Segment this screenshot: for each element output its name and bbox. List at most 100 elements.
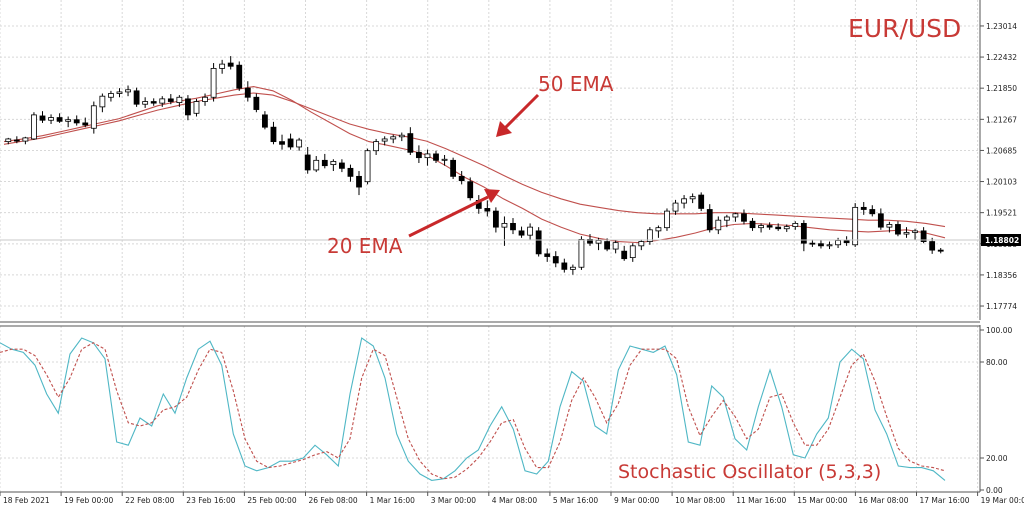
candle — [185, 95, 191, 121]
candle — [253, 93, 260, 113]
candle — [800, 220, 807, 252]
osc-tick-label: 100.00 — [986, 326, 1012, 335]
ema50-line — [3, 92, 946, 228]
time-tick-label: 4 Mar 08:00 — [492, 496, 538, 505]
candle — [48, 114, 54, 124]
candle — [313, 156, 320, 173]
current-price-label: 1.18802 — [985, 236, 1019, 245]
candle — [766, 222, 773, 230]
candle — [629, 243, 636, 262]
candle — [390, 134, 397, 144]
stochastic-k-line — [0, 337, 946, 481]
candle — [339, 159, 345, 173]
time-tick-label: 26 Feb 08:00 — [309, 496, 358, 505]
candle — [236, 61, 243, 91]
time-tick-label: 16 Mar 08:00 — [858, 496, 908, 505]
time-tick-label: 5 Mar 16:00 — [553, 496, 599, 505]
time-tick-label: 18 Feb 2021 — [3, 496, 50, 505]
candle — [484, 200, 491, 217]
ema20-annotation: 20 EMA — [327, 234, 403, 258]
price-tick-label: 1.18356 — [986, 271, 1017, 280]
osc-tick-label: 20.00 — [986, 454, 1008, 463]
candle — [612, 240, 619, 254]
candle — [706, 204, 713, 233]
candle — [758, 223, 764, 233]
candle — [826, 241, 833, 250]
time-tick-label: 19 Mar 00:00 — [981, 496, 1024, 505]
candle — [99, 93, 106, 113]
candle — [818, 240, 824, 249]
candle — [749, 218, 756, 231]
candle — [296, 137, 303, 151]
candle — [381, 136, 388, 146]
current-price-box — [981, 234, 1021, 246]
candle — [31, 112, 37, 141]
candle — [886, 221, 893, 233]
ema20-arrow — [408, 189, 500, 238]
candle — [13, 136, 20, 144]
candle — [5, 137, 12, 145]
candle — [304, 146, 311, 174]
candle — [227, 56, 234, 70]
candle — [210, 63, 217, 102]
time-tick-label: 23 Feb 16:00 — [186, 496, 235, 505]
candle — [176, 95, 183, 107]
candle — [125, 85, 131, 97]
candle — [467, 177, 474, 201]
price-tick-label: 1.22432 — [986, 53, 1017, 62]
candle — [347, 164, 354, 182]
price-tick-label: 1.19521 — [986, 209, 1017, 218]
candle — [783, 224, 790, 232]
candle — [458, 171, 465, 185]
candle — [569, 264, 576, 275]
candle — [424, 149, 431, 166]
candle — [244, 81, 251, 102]
ema20-line — [3, 86, 946, 244]
candle — [330, 159, 337, 172]
candle — [510, 218, 516, 235]
candle — [356, 171, 362, 196]
stochastic-d-line — [0, 342, 946, 480]
candle — [492, 207, 499, 233]
candle — [39, 111, 46, 123]
candle — [877, 208, 884, 230]
candle — [56, 113, 63, 123]
price-tick-label: 1.17774 — [986, 302, 1017, 311]
candle — [621, 245, 628, 261]
candle — [869, 205, 876, 217]
candle — [672, 199, 679, 215]
time-tick-label: 22 Feb 08:00 — [125, 496, 174, 505]
candle — [561, 258, 568, 273]
ema50-arrow — [496, 93, 540, 137]
time-tick-label: 11 Mar 16:00 — [736, 496, 786, 505]
candle — [903, 227, 910, 238]
candle — [450, 157, 457, 180]
candle — [698, 192, 705, 212]
candle — [433, 150, 439, 163]
candle — [150, 98, 157, 106]
candle — [219, 59, 226, 74]
candle — [689, 193, 696, 204]
candle — [270, 121, 277, 145]
time-tick-label: 19 Feb 00:00 — [64, 496, 113, 505]
price-tick-label: 1.23014 — [986, 22, 1017, 31]
candle — [518, 226, 525, 238]
candle — [809, 239, 816, 247]
candle — [535, 227, 542, 257]
osc-tick-label: 80.00 — [986, 358, 1008, 367]
chart-title: EUR/USD — [848, 14, 961, 43]
candle — [655, 225, 662, 238]
candle — [501, 216, 508, 246]
stochastic-label: Stochastic Oscillator (5,3,3) — [618, 461, 881, 483]
price-tick-label: 1.21267 — [986, 115, 1017, 124]
candle — [22, 136, 29, 145]
time-tick-label: 3 Mar 00:00 — [431, 496, 477, 505]
candle — [527, 223, 534, 240]
candle — [262, 111, 268, 130]
candle — [108, 90, 114, 102]
candle — [723, 214, 730, 228]
candle — [90, 101, 97, 134]
candle — [159, 96, 166, 107]
